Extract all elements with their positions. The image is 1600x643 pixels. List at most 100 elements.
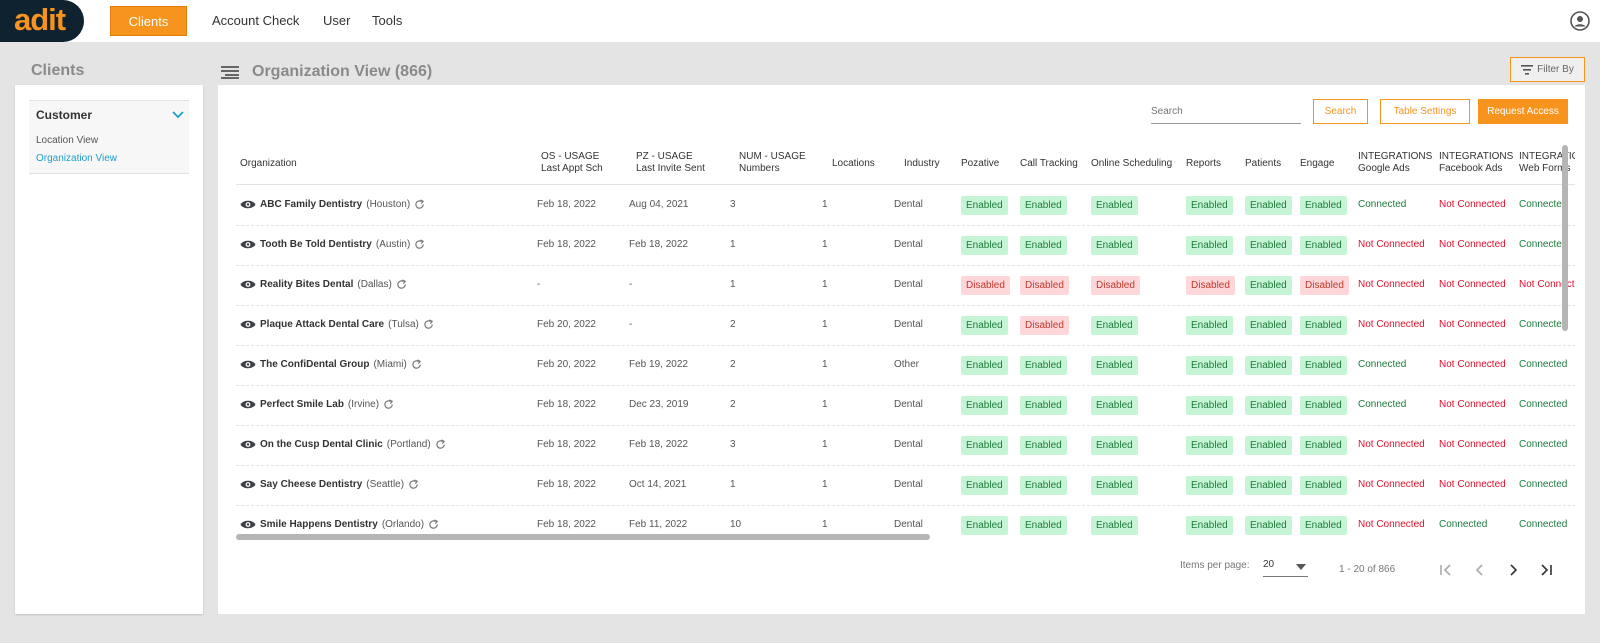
col-call-tracking[interactable]: Call Tracking	[1020, 158, 1078, 169]
table-settings-button[interactable]: Table Settings	[1380, 99, 1470, 124]
num-usage-cell: 1	[730, 279, 736, 290]
first-page-icon[interactable]	[1438, 562, 1454, 578]
org-name[interactable]: Perfect Smile Lab	[260, 399, 344, 410]
web-integration-status: Connected	[1519, 359, 1568, 370]
search-button[interactable]: Search	[1313, 99, 1368, 124]
eye-icon[interactable]	[240, 279, 256, 290]
org-name[interactable]: Plaque Attack Dental Care	[260, 319, 385, 330]
num-usage-cell: 1	[730, 479, 736, 490]
sidebar-item-location-view[interactable]: Location View	[36, 135, 99, 146]
pz-usage-cell: -	[629, 279, 633, 290]
refresh-icon[interactable]	[414, 199, 425, 210]
col-online-scheduling[interactable]: Online Scheduling	[1091, 158, 1173, 169]
col-os-usage-line1: OS - USAGE	[541, 151, 600, 162]
patients-status-badge: Enabled	[1245, 396, 1292, 415]
user-account-icon[interactable]	[1570, 11, 1590, 31]
col-web-forms[interactable]: INTEGRATIONSWeb Forms	[1519, 151, 1575, 175]
items-per-page-select[interactable]: 20	[1263, 559, 1308, 577]
previous-page-icon[interactable]	[1472, 562, 1488, 578]
eye-icon[interactable]	[240, 239, 256, 250]
nav-account-check[interactable]: Account Check	[212, 13, 300, 28]
refresh-icon[interactable]	[435, 439, 446, 450]
eye-icon[interactable]	[240, 199, 256, 210]
next-page-icon[interactable]	[1505, 562, 1521, 578]
org-name[interactable]: On the Cusp Dental Clinic	[260, 439, 383, 450]
col-os-usage[interactable]: OS - USAGE Last Appt Sch	[541, 151, 603, 175]
col-pozative[interactable]: Pozative	[961, 158, 1000, 169]
online-status-badge: Enabled	[1091, 396, 1138, 415]
org-name[interactable]: ABC Family Dentistry	[260, 199, 363, 210]
refresh-icon[interactable]	[411, 359, 422, 370]
refresh-icon[interactable]	[396, 279, 407, 290]
online-status-badge: Enabled	[1091, 436, 1138, 455]
industry-cell: Dental	[894, 199, 923, 210]
org-name[interactable]: Tooth Be Told Dentistry	[260, 239, 372, 250]
patients-status-badge: Enabled	[1245, 516, 1292, 535]
eye-icon[interactable]	[240, 439, 256, 450]
nav-tools[interactable]: Tools	[372, 13, 403, 28]
web-integration-status: Connected	[1519, 519, 1568, 530]
org-name[interactable]: Smile Happens Dentistry	[260, 519, 378, 530]
org-cell: Tooth Be Told Dentistry (Austin)	[240, 239, 425, 250]
items-per-page-value: 20	[1263, 559, 1275, 570]
org-name[interactable]: Say Cheese Dentistry	[260, 479, 363, 490]
eye-icon[interactable]	[240, 399, 256, 410]
col-locations[interactable]: Locations	[832, 158, 875, 169]
reports-status-badge: Enabled	[1186, 516, 1233, 535]
vertical-scrollbar-thumb[interactable]	[1562, 145, 1568, 331]
col-num-usage[interactable]: NUM - USAGE Numbers	[739, 151, 806, 175]
filter-by-button[interactable]: Filter By	[1510, 57, 1585, 82]
search-input[interactable]	[1151, 100, 1301, 124]
sidebar-item-organization-view[interactable]: Organization View	[36, 153, 117, 164]
refresh-icon[interactable]	[414, 239, 425, 250]
col-facebook-ads[interactable]: INTEGRATIONS Facebook Ads	[1439, 151, 1513, 175]
table-row[interactable]: Tooth Be Told Dentistry (Austin) Feb 18, 2…	[236, 226, 1575, 266]
org-name[interactable]: Reality Bites Dental	[260, 279, 354, 290]
horizontal-scrollbar[interactable]	[236, 534, 1575, 540]
eye-icon[interactable]	[240, 479, 256, 490]
eye-icon[interactable]	[240, 319, 256, 330]
num-usage-cell: 2	[730, 319, 736, 330]
org-name[interactable]: The ConfiDental Group	[260, 359, 370, 370]
table-row[interactable]: Plaque Attack Dental Care (Tulsa) Feb 20, …	[236, 306, 1575, 346]
industry-cell: Dental	[894, 439, 923, 450]
refresh-icon[interactable]	[408, 479, 419, 490]
patients-status-badge: Enabled	[1245, 196, 1292, 215]
col-organization[interactable]: Organization	[240, 158, 297, 169]
eye-icon[interactable]	[240, 519, 256, 530]
patients-status-badge: Enabled	[1245, 316, 1292, 335]
call-status-badge: Disabled	[1020, 316, 1069, 335]
col-google-ads[interactable]: INTEGRATIONS Google Ads	[1358, 151, 1432, 175]
menu-toggle-icon[interactable]	[221, 66, 239, 79]
table-row[interactable]: Smile Happens Dentistry (Orlando) Feb 18, …	[236, 506, 1575, 535]
logo[interactable]: adit	[0, 0, 84, 42]
last-page-icon[interactable]	[1538, 562, 1554, 578]
nav-clients[interactable]: Clients	[110, 6, 187, 36]
refresh-icon[interactable]	[383, 399, 394, 410]
col-facebook-ads-line1: INTEGRATIONS	[1439, 151, 1514, 162]
locations-cell: 1	[822, 279, 828, 290]
chevron-down-icon[interactable]	[172, 111, 184, 119]
col-patients[interactable]: Patients	[1245, 158, 1282, 169]
refresh-icon[interactable]	[423, 319, 434, 330]
col-reports[interactable]: Reports	[1186, 158, 1222, 169]
table-row[interactable]: Reality Bites Dental (Dallas) - - 1 1 Dental Di…	[236, 266, 1575, 306]
eye-icon[interactable]	[240, 359, 256, 370]
horizontal-scrollbar-thumb[interactable]	[236, 534, 930, 540]
col-industry[interactable]: Industry	[904, 158, 940, 169]
col-pz-usage[interactable]: PZ - USAGE Last Invite Sent	[636, 151, 705, 175]
table-row[interactable]: Say Cheese Dentistry (Seattle) Feb 18, 202…	[236, 466, 1575, 506]
org-city: (Irvine)	[347, 399, 380, 410]
table-row[interactable]: Perfect Smile Lab (Irvine) Feb 18, 2022 Dec…	[236, 386, 1575, 426]
org-cell: The ConfiDental Group (Miami)	[240, 359, 422, 370]
col-engage[interactable]: Engage	[1300, 158, 1335, 169]
customer-section-header[interactable]: Customer	[36, 108, 93, 122]
nav-user[interactable]: User	[323, 13, 351, 28]
table-row[interactable]: ABC Family Dentistry (Houston) Feb 18, 202…	[236, 186, 1575, 226]
refresh-icon[interactable]	[428, 519, 439, 530]
table-row[interactable]: The ConfiDental Group (Miami) Feb 20, 2022…	[236, 346, 1575, 386]
os-usage-cell: Feb 18, 2022	[537, 439, 596, 450]
pz-usage-cell: Dec 23, 2019	[629, 399, 689, 410]
request-access-button[interactable]: Request Access	[1478, 99, 1568, 124]
table-row[interactable]: On the Cusp Dental Clinic (Portland) Feb 1…	[236, 426, 1575, 466]
